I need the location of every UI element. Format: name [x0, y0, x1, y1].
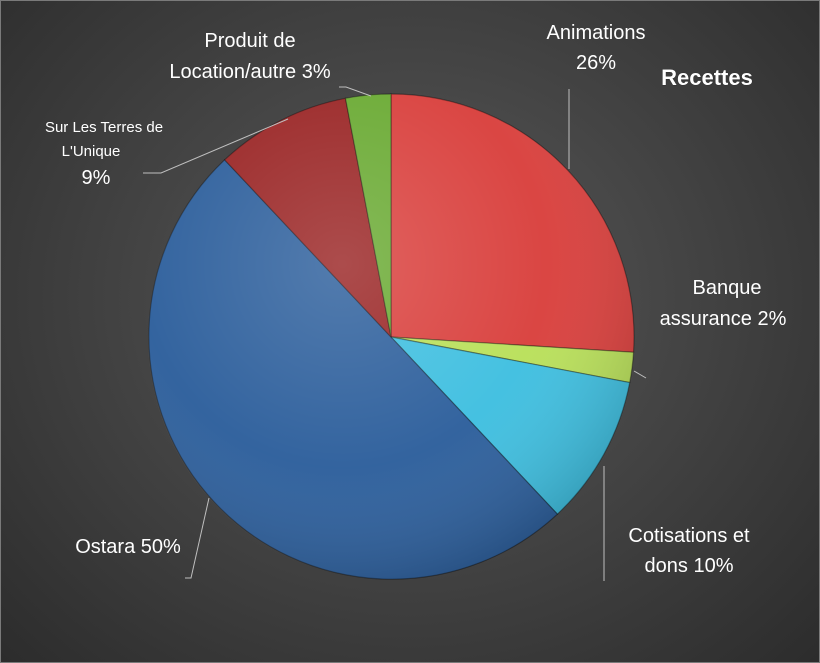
data-label-produit-value: Location/autre 3% [169, 61, 330, 83]
pie-slice-animations [390, 93, 635, 353]
data-label-banque-value: assurance 2% [660, 308, 787, 330]
leader-line-banque [633, 370, 647, 379]
chart-title: Recettes [661, 65, 753, 90]
data-label-ostara: Ostara 50% [75, 536, 181, 558]
data-label-terres-name-1: Sur Les Terres de [45, 119, 163, 136]
pie-slices [148, 93, 635, 580]
data-label-animations-value: 26% [576, 52, 616, 74]
data-label-produit-name: Produit de [204, 30, 295, 52]
leader-line-produit [339, 86, 372, 97]
leader-line-ostara [185, 497, 210, 579]
data-label-animations-name: Animations [547, 22, 646, 44]
data-label-cotisations-value: dons 10% [645, 555, 734, 577]
data-label-banque-name: Banque [693, 277, 762, 299]
leader-line-terres [143, 118, 289, 174]
data-label-terres-name-2: L'Unique [62, 143, 121, 160]
data-label-terres-value: 9% [82, 167, 111, 189]
data-label-cotisations-name: Cotisations et [628, 525, 750, 547]
